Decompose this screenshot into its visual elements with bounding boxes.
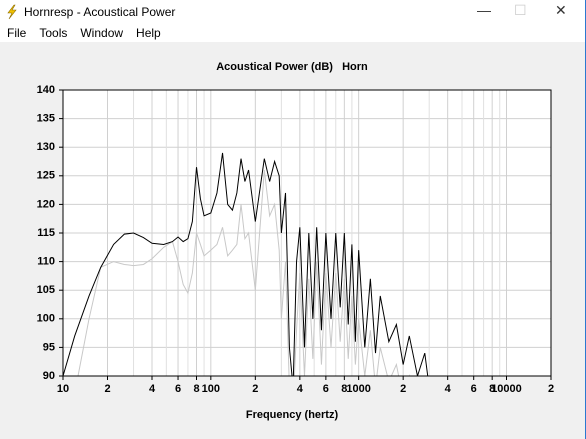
- x-tick-label: 4: [149, 383, 156, 395]
- x-tick-label: 6: [323, 383, 329, 395]
- plot-frame: [62, 89, 552, 377]
- minimize-button[interactable]: —: [477, 2, 491, 18]
- x-tick-label: 4: [297, 383, 304, 395]
- y-tick-label: 105: [37, 284, 55, 296]
- y-tick-label: 135: [37, 113, 55, 125]
- x-tick-label: 6: [471, 383, 477, 395]
- y-tick-label: 90: [43, 370, 55, 382]
- menu-item[interactable]: Help: [136, 26, 161, 40]
- chart-title: Acoustical Power (dB) Horn: [216, 61, 368, 73]
- x-tick-label: 100: [202, 383, 220, 395]
- x-tick-label: 8: [341, 383, 347, 395]
- close-button[interactable]: ✕: [555, 2, 567, 18]
- y-tick-label: 125: [37, 170, 55, 182]
- y-tick-label: 130: [37, 141, 55, 153]
- plot-lines: [63, 152, 429, 376]
- menu-item[interactable]: File: [7, 26, 27, 40]
- x-tick-label: 4: [445, 383, 452, 395]
- app-icon: [7, 4, 17, 20]
- title-bar: Hornresp - Acoustical Power — ☐ ✕: [0, 0, 585, 24]
- y-tick-label: 115: [37, 227, 55, 239]
- x-tick-label: 8: [489, 383, 495, 395]
- y-tick-label: 120: [37, 198, 55, 210]
- x-tick-label: 2: [252, 383, 258, 395]
- series-line: [63, 152, 429, 376]
- x-tick-label: 2: [548, 383, 554, 395]
- menu-item[interactable]: Window: [80, 26, 124, 40]
- x-tick-label: 10: [57, 383, 69, 395]
- x-tick-label: 1000: [346, 383, 370, 395]
- x-tick-label: 2: [400, 383, 406, 395]
- x-tick-label: 10000: [491, 383, 522, 395]
- chart: Acoustical Power (dB) Horn Frequency (he…: [0, 42, 585, 439]
- x-axis-label: Frequency (hertz): [246, 409, 339, 421]
- series-line: [77, 170, 410, 376]
- menu-item[interactable]: Tools: [39, 26, 68, 40]
- window-title: Hornresp - Acoustical Power: [24, 5, 176, 19]
- x-tick-label: 8: [193, 383, 199, 395]
- x-tick-label: 2: [104, 383, 110, 395]
- y-tick-label: 100: [37, 313, 55, 325]
- y-tick-label: 140: [37, 84, 55, 96]
- x-tick-label: 6: [175, 383, 181, 395]
- y-tick-label: 110: [37, 256, 55, 268]
- y-tick-label: 95: [43, 341, 55, 353]
- menu-bar: File Tools Window Help: [0, 24, 585, 42]
- maximize-button[interactable]: ☐: [514, 2, 527, 18]
